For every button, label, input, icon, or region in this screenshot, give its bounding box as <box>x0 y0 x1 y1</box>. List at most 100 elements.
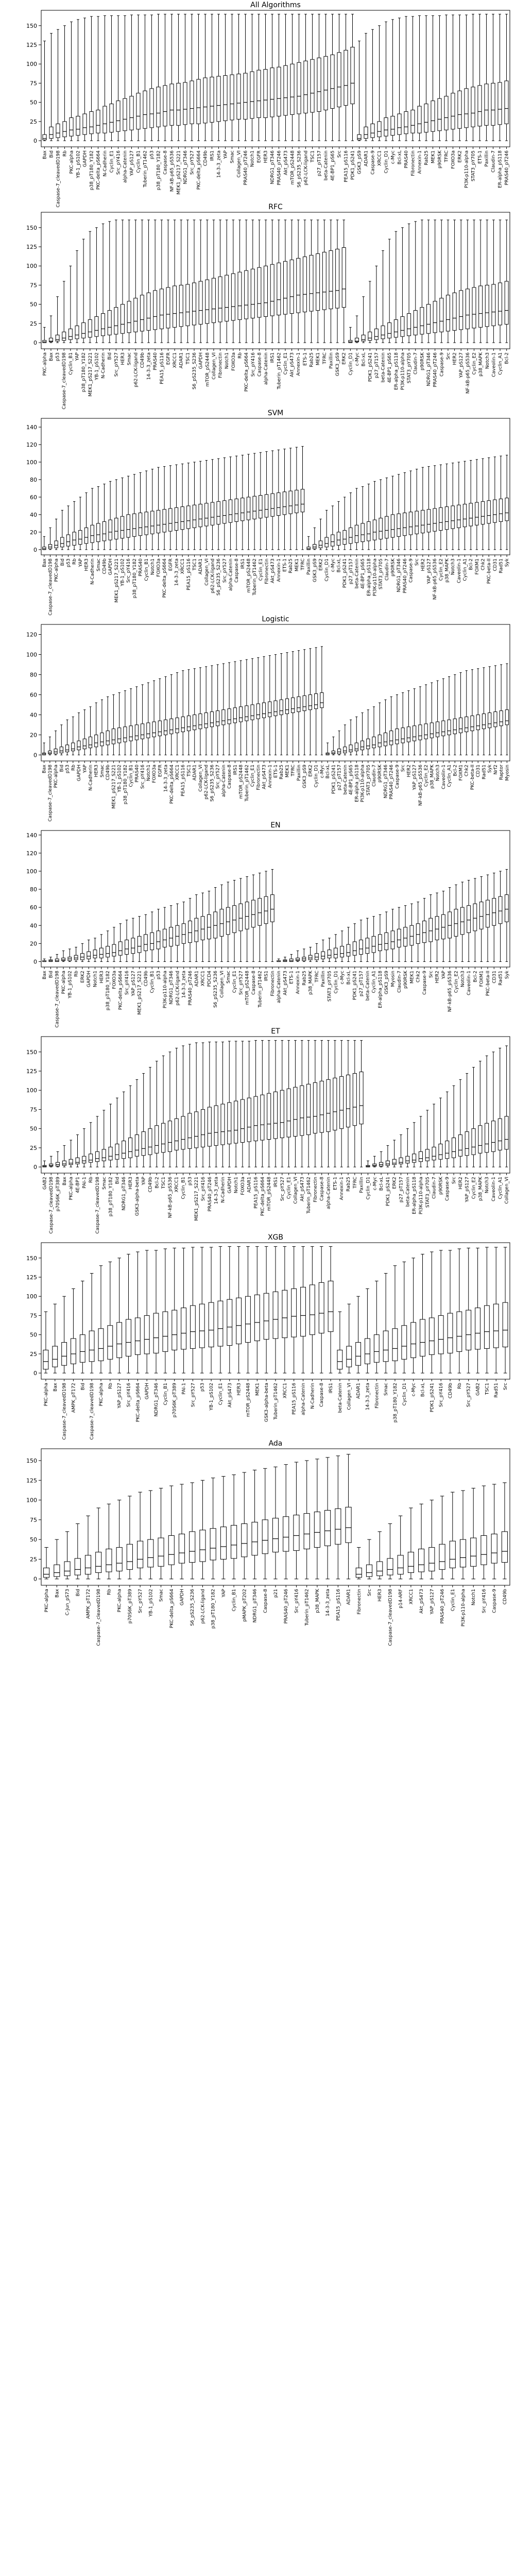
box <box>54 540 58 548</box>
x-tick-label: ADAR1 <box>347 1589 352 1605</box>
x-tick-label: Cyclin_B1 <box>144 558 149 581</box>
x-tick-label: Cyclin_B1 <box>129 765 134 787</box>
x-tick-label: pMAPK_pT202 <box>242 1589 247 1622</box>
box <box>95 1552 102 1573</box>
x-tick-label: HER2 <box>458 1177 464 1189</box>
box <box>227 1299 233 1346</box>
box <box>112 944 116 957</box>
box <box>337 52 341 108</box>
box <box>49 126 54 139</box>
x-tick-label: Bax <box>42 764 47 773</box>
box <box>188 920 192 943</box>
y-tick-label: 150 <box>26 225 37 231</box>
x-tick-label: p53 <box>56 352 61 361</box>
y-tick-label: 0 <box>33 340 37 346</box>
box <box>306 1083 311 1136</box>
x-tick-label: PKC-beta-II <box>487 558 492 584</box>
box <box>71 1338 76 1364</box>
box <box>355 337 359 343</box>
x-tick-label: NDRG1_pT346 <box>426 352 432 386</box>
box <box>428 1547 435 1571</box>
x-tick-label: Tuberin_pT1462 <box>245 765 250 802</box>
panel-title: SVM <box>268 409 284 417</box>
x-tick-label: 4E-BP1 <box>75 1177 80 1193</box>
x-tick-label: Caspase-8 <box>257 352 262 377</box>
box <box>282 492 287 515</box>
box <box>264 265 268 317</box>
box <box>399 1157 403 1164</box>
x-tick-label: Paxillin <box>485 150 490 167</box>
box <box>504 281 509 325</box>
x-tick-label: Bid <box>48 971 54 978</box>
box <box>425 1149 430 1161</box>
box <box>210 502 215 526</box>
x-tick-label: p90RSK <box>377 764 383 783</box>
x-tick-label: Bax <box>42 558 47 567</box>
x-tick-label: p53 <box>200 1383 205 1392</box>
x-tick-label: PKC-alpha <box>61 971 66 994</box>
box <box>129 725 133 741</box>
box <box>221 709 226 725</box>
box <box>245 902 249 929</box>
x-tick-label: PKC-delta_pS664 <box>96 150 101 190</box>
x-tick-label: Cyclin_E2 <box>439 558 444 581</box>
x-tick-label: Tuberin_pT1462 <box>258 971 263 1008</box>
box <box>69 117 74 137</box>
box <box>389 731 393 745</box>
x-tick-label: PAI-1 <box>82 1177 87 1189</box>
box <box>418 724 422 740</box>
box <box>93 950 97 958</box>
x-tick-label: alpha-Catenin <box>301 1383 306 1415</box>
box <box>288 490 293 514</box>
box <box>189 1531 196 1563</box>
x-tick-label: Src_pY416 <box>125 971 130 995</box>
x-tick-label: Collagen_VI <box>204 558 210 586</box>
x-tick-label: PRAS40_pT246 <box>277 150 282 185</box>
box <box>245 705 249 721</box>
box <box>439 1544 445 1570</box>
box <box>154 1125 159 1154</box>
x-tick-label: S6_pS235_S236 <box>297 150 302 188</box>
x-tick-label: HER2 <box>435 971 440 983</box>
box <box>141 1131 146 1156</box>
box <box>335 1508 341 1545</box>
x-tick-label: mTOR_pS2448 <box>267 1177 272 1211</box>
x-tick-label: c-Myc <box>331 558 336 572</box>
box <box>352 1073 357 1126</box>
x-tick-label: GSK3_pS9 <box>313 558 318 582</box>
box <box>368 331 372 341</box>
x-tick-label: ERK2 <box>80 971 85 983</box>
y-tick-label: 100 <box>26 1497 37 1504</box>
box <box>344 49 348 106</box>
x-tick-label: Src_pY416 <box>201 1177 206 1201</box>
x-tick-label: Tuberin_pT1462 <box>143 150 148 188</box>
x-tick-label: GAPDH <box>180 1589 185 1605</box>
y-tick-label: 25 <box>30 1351 37 1358</box>
box <box>116 100 121 132</box>
x-tick-label: YAP_pS127 <box>131 971 136 997</box>
box <box>486 900 490 928</box>
x-tick-label: ADAR1 <box>179 352 184 368</box>
x-tick-label: Cyclin_E2 <box>472 352 477 375</box>
box <box>349 527 353 544</box>
x-tick-label: Caspase-8 <box>163 150 168 175</box>
box <box>317 57 321 112</box>
box <box>300 1085 304 1136</box>
x-tick-label: Caspase-7_cleavedD198 <box>62 1383 67 1440</box>
box <box>497 1118 502 1150</box>
box <box>451 505 455 529</box>
box <box>458 717 463 733</box>
x-tick-label: 14-3-3_zeta <box>217 150 222 178</box>
x-tick-label: NDRG1_pT346 <box>253 1589 258 1623</box>
box <box>308 694 312 710</box>
x-tick-label: PKC-delta_pS664 <box>244 352 249 392</box>
box <box>323 56 328 111</box>
x-tick-label: Caspase-7_cleavedD198 <box>48 765 53 822</box>
panel-title: All Algorithms <box>250 1 301 9</box>
box <box>465 1131 469 1156</box>
y-tick-label: 0 <box>33 1576 37 1583</box>
box <box>491 82 495 126</box>
box <box>82 738 87 750</box>
